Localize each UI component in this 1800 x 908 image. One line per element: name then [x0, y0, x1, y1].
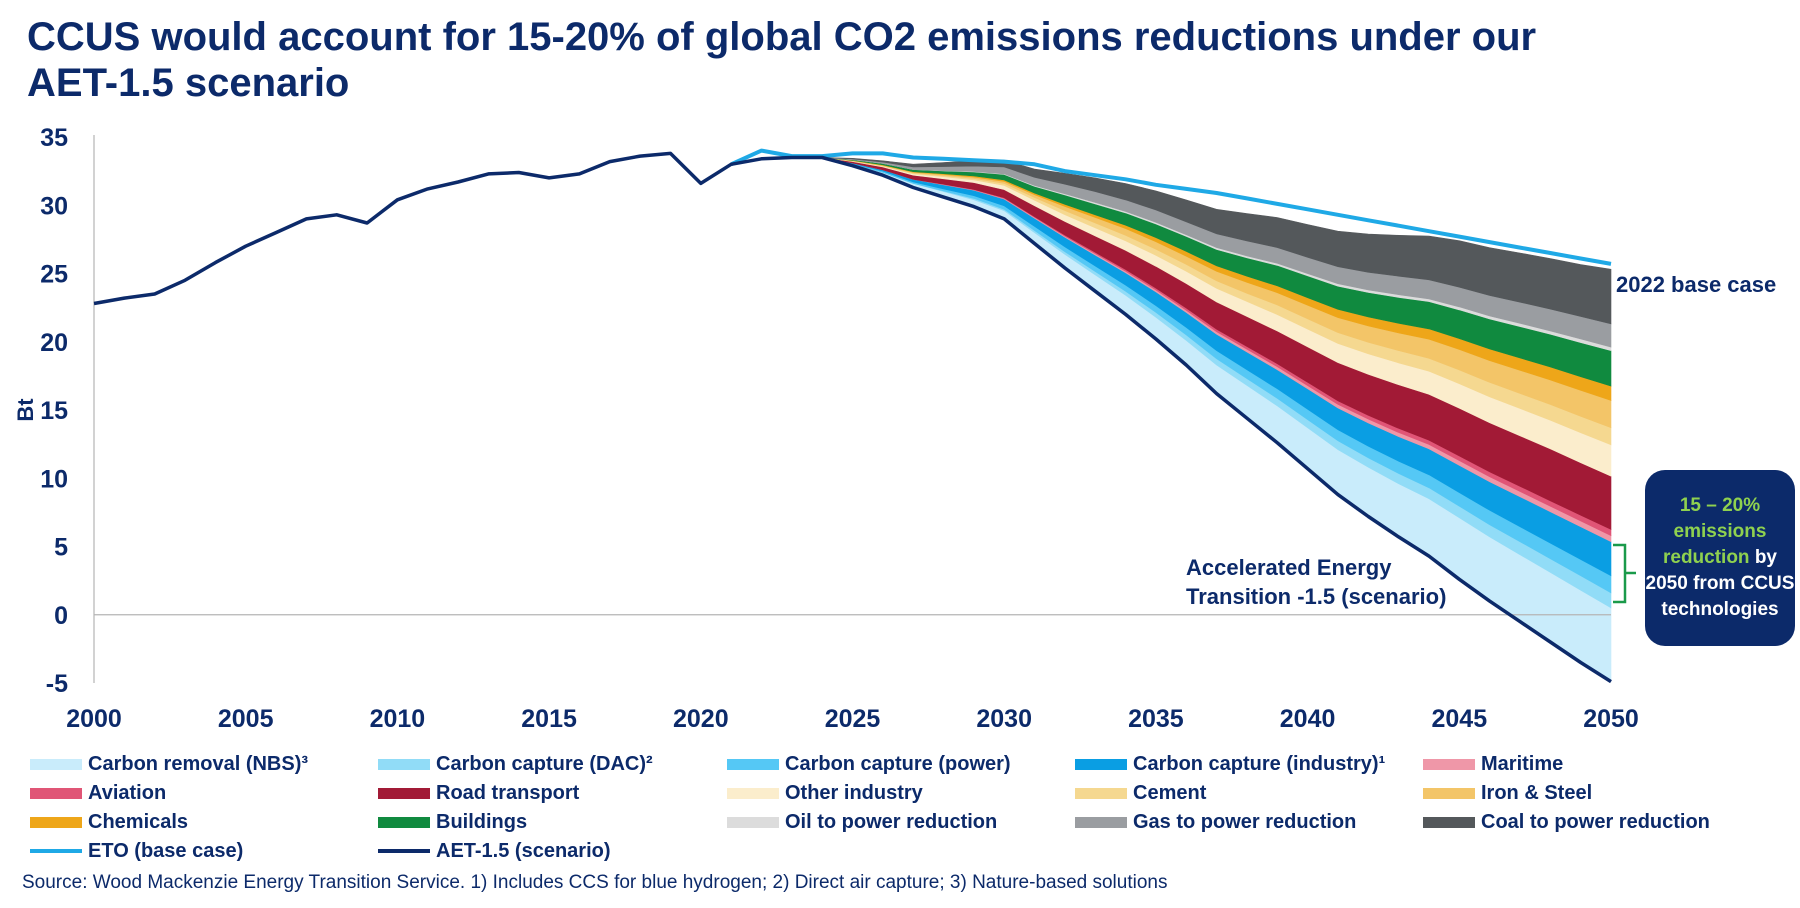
legend-item-eto-base-case: ETO (base case) [30, 839, 243, 863]
legend-item-other-industry: Other industry [727, 781, 923, 805]
legend-swatch [727, 787, 779, 799]
legend-label: Oil to power reduction [785, 810, 998, 833]
legend-swatch [1423, 787, 1475, 799]
legend-item-iron-steel: Iron & Steel [1423, 781, 1592, 805]
x-tick-label: 2010 [370, 705, 426, 733]
x-tick-label: 2000 [66, 705, 122, 733]
y-tick-label: 10 [40, 465, 68, 493]
legend-swatch [378, 849, 430, 853]
x-tick-label: 2030 [976, 705, 1032, 733]
legend-item-aviation: Aviation [30, 781, 166, 805]
legend-item-carbon-capture-dac: Carbon capture (DAC)² [378, 752, 653, 776]
legend-swatch [378, 787, 430, 799]
y-tick-label: 0 [54, 602, 68, 630]
legend-item-oil-to-power-reduction: Oil to power reduction [727, 810, 997, 834]
legend-label: ETO (base case) [88, 839, 244, 862]
ccus-callout: 15 – 20% emissions reduction by 2050 fro… [1645, 470, 1795, 646]
legend-label: Carbon capture (DAC)² [436, 752, 653, 775]
y-tick-label: 20 [40, 329, 68, 357]
legend-item-chemicals: Chemicals [30, 810, 188, 834]
legend-swatch [1423, 758, 1475, 770]
y-tick-label: 15 [40, 397, 68, 425]
y-tick-label: 25 [40, 261, 68, 289]
legend-item-carbon-removal-nbs: Carbon removal (NBS)³ [30, 752, 308, 776]
legend-label: Other industry [785, 781, 923, 804]
legend-swatch [30, 849, 82, 853]
aet-scenario-line [93, 151, 1612, 684]
legend-item-gas-to-power-reduction: Gas to power reduction [1075, 810, 1356, 834]
legend-item-cement: Cement [1075, 781, 1206, 805]
legend-item-road-transport: Road transport [378, 781, 579, 805]
y-tick-label: 30 [40, 192, 68, 220]
legend-label: Chemicals [88, 810, 189, 833]
y-tick-label: -5 [46, 670, 68, 698]
legend-label: Carbon capture (industry)¹ [1133, 752, 1386, 775]
base-case-annotation: 2022 base case [1616, 272, 1776, 297]
area-coal-to-power-reduction [822, 157, 1612, 325]
legend-label: Gas to power reduction [1133, 810, 1357, 833]
legend-item-coal-to-power-reduction: Coal to power reduction [1423, 810, 1710, 834]
x-tick-label: 2035 [1128, 705, 1184, 733]
legend-label: Cement [1133, 781, 1207, 804]
legend-item-aet-1-5-scenario: AET-1.5 (scenario) [378, 839, 611, 863]
legend-swatch [1075, 787, 1127, 799]
legend-item-carbon-capture-power: Carbon capture (power) [727, 752, 1011, 776]
eto-base-case-line [730, 148, 1612, 266]
legend-swatch [727, 816, 779, 828]
legend-swatch [1075, 816, 1127, 828]
x-tick-label: 2020 [673, 705, 729, 733]
x-tick-label: 2050 [1583, 705, 1639, 733]
callout-highlight: 15 – 20% emissions reduction [1662, 495, 1767, 568]
x-tick-label: 2005 [218, 705, 274, 733]
x-tick-label: 2015 [521, 705, 577, 733]
legend-label: AET-1.5 (scenario) [436, 839, 611, 862]
legend-item-buildings: Buildings [378, 810, 527, 834]
legend-label: Carbon capture (power) [785, 752, 1011, 775]
callout-text: by 2050 from CCUS technologies [1645, 547, 1795, 620]
legend-label: Buildings [436, 810, 528, 833]
legend-label: Road transport [436, 781, 580, 804]
legend-item-carbon-capture-industry: Carbon capture (industry)¹ [1075, 752, 1385, 776]
aet-annotation-line2: Transition -1.5 (scenario) [1186, 584, 1446, 609]
legend-label: Carbon removal (NBS)³ [88, 752, 309, 775]
legend-swatch [30, 758, 82, 770]
legend-label: Maritime [1481, 752, 1564, 775]
legend-swatch [378, 758, 430, 770]
legend-item-maritime: Maritime [1423, 752, 1563, 776]
y-axis-label: Bt [13, 398, 38, 422]
legend-swatch [30, 787, 82, 799]
x-tick-label: 2025 [825, 705, 881, 733]
legend-swatch [30, 816, 82, 828]
y-tick-label: 5 [54, 534, 68, 562]
legend-swatch [378, 816, 430, 828]
ccus-bracket [1613, 543, 1636, 604]
legend-label: Coal to power reduction [1481, 810, 1710, 833]
legend-swatch [1075, 758, 1127, 770]
y-tick-label: 35 [40, 124, 68, 152]
x-tick-label: 2040 [1280, 705, 1336, 733]
aet-annotation-line1: Accelerated Energy [1186, 555, 1392, 580]
legend-swatch [727, 758, 779, 770]
legend-label: Iron & Steel [1481, 781, 1593, 804]
legend-swatch [1423, 816, 1475, 828]
chart-title: CCUS would account for 15-20% of global … [27, 15, 1537, 105]
x-tick-label: 2045 [1431, 705, 1487, 733]
source-note: Source: Wood Mackenzie Energy Transition… [22, 872, 1168, 893]
legend-label: Aviation [88, 781, 167, 804]
